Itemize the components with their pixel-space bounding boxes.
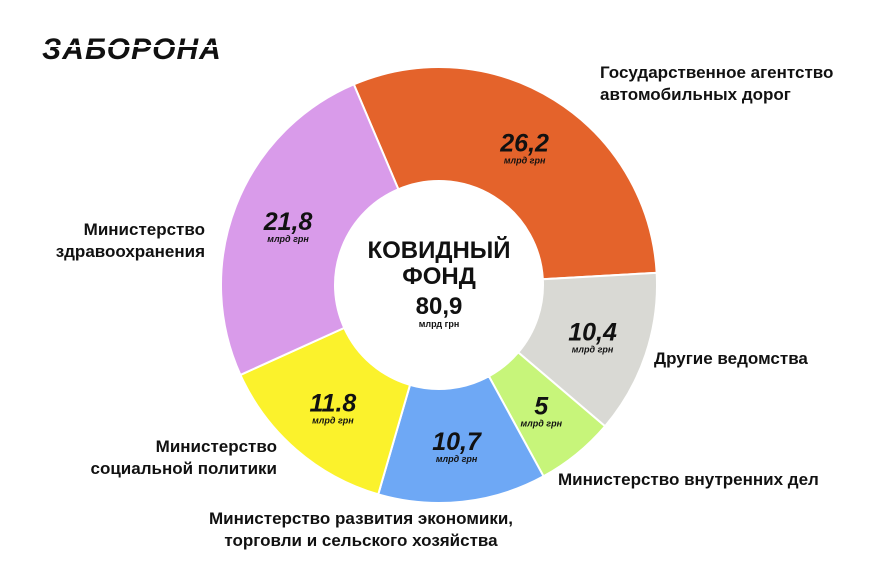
slice-category-label-line: Государственное агентство [600, 63, 833, 82]
donut-slice [220, 83, 400, 377]
slice-value-label: 11.8 [310, 389, 357, 417]
slice-category-label-line: торговли и сельского хозяйства [224, 531, 498, 550]
slice-category-label-line: Министерство [156, 437, 277, 456]
slice-unit-label: млрд грн [267, 234, 309, 244]
slice-value-label: 26,2 [499, 129, 549, 157]
slice-category-label: Министерство социальной политики [91, 437, 278, 478]
slice-unit-label: млрд грн [572, 345, 614, 355]
center-title-line1: КОВИДНЫЙ [367, 236, 510, 264]
slice-unit-label: млрд грн [436, 454, 478, 464]
slice-category-label-line: Министерство [84, 220, 205, 239]
slice-category-label-line: автомобильных дорог [600, 85, 791, 104]
slice-category-label: Министерство развития экономики, торговли… [209, 509, 513, 550]
slice-unit-label: млрд грн [504, 155, 546, 165]
slice-unit-label: млрд грн [520, 419, 562, 429]
slice-category-label: Министерство внутренних дел [558, 470, 819, 489]
logo-text: ЗАБОРОНА [42, 33, 222, 66]
center-title-line2: ФОНД [402, 263, 476, 290]
donut-slices [220, 66, 658, 504]
logo: ЗАБОРОНА [40, 33, 222, 66]
donut-slice [239, 326, 412, 496]
slice-category-label: Государственное агентство автомобильных д… [600, 63, 833, 104]
category-labels: Государственное агентство автомобильных д… [56, 63, 834, 550]
slice-value-label: 21,8 [263, 208, 313, 236]
center-unit: млрд грн [419, 319, 460, 329]
slice-unit-label: млрд грн [312, 415, 354, 425]
slice-category-label: Министерство здравоохранения [56, 220, 205, 261]
slice-category-label-line: Министерство развития экономики, [209, 509, 513, 528]
slice-value-label: 5 [534, 393, 549, 421]
slice-category-label-line: социальной политики [91, 459, 278, 478]
slice-category-label-line: здравоохранения [56, 242, 205, 261]
slice-value-label: 10,7 [432, 428, 482, 456]
slice-category-label-line: Другие ведомства [654, 349, 808, 368]
center-total: 80,9 [416, 293, 463, 320]
center-label: КОВИДНЫЙ ФОНД 80,9 млрд грн [367, 236, 510, 329]
slice-category-label-line: Министерство внутренних дел [558, 470, 819, 489]
slice-category-label: Другие ведомства [654, 349, 808, 368]
slice-value-label: 10,4 [568, 319, 617, 347]
donut-slice [352, 66, 658, 281]
